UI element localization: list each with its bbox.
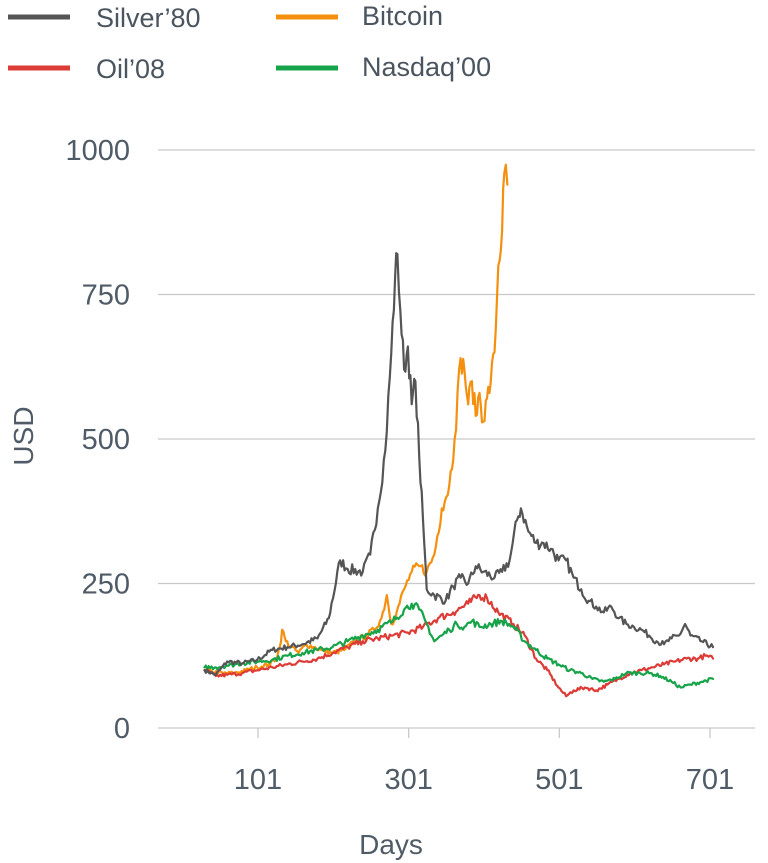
- x-axis-title: Days: [359, 829, 423, 860]
- x-tick-label-701: 701: [686, 764, 734, 796]
- y-tick-label-250: 250: [82, 569, 130, 601]
- y-tick-label-500: 500: [82, 424, 130, 456]
- y-tick-label-0: 0: [114, 713, 130, 745]
- x-tick-label-101: 101: [234, 764, 282, 796]
- x-tick-label-301: 301: [384, 764, 432, 796]
- y-axis-title: USD: [8, 406, 39, 465]
- x-tick-label-501: 501: [535, 764, 583, 796]
- legend-label-bitcoin: Bitcoin: [362, 1, 443, 31]
- y-tick-label-750: 750: [82, 280, 130, 312]
- legend-label-nasdaq: Nasdaq’00: [362, 52, 491, 82]
- series-line-silver: [203, 252, 715, 677]
- y-axis-ticks: 0 250 500 750 1000: [65, 135, 130, 745]
- series-line-nasdaq: [203, 602, 715, 689]
- x-axis-ticks: 101 301 501 701: [234, 728, 734, 796]
- series-lines: [203, 163, 715, 698]
- legend-label-oil: Oil’08: [96, 54, 165, 84]
- legend: Silver’80 Bitcoin Oil’08 Nasdaq’00: [8, 1, 491, 84]
- series-line-bitcoin: [203, 163, 509, 676]
- y-tick-label-1000: 1000: [65, 135, 130, 167]
- legend-label-silver: Silver’80: [96, 3, 201, 33]
